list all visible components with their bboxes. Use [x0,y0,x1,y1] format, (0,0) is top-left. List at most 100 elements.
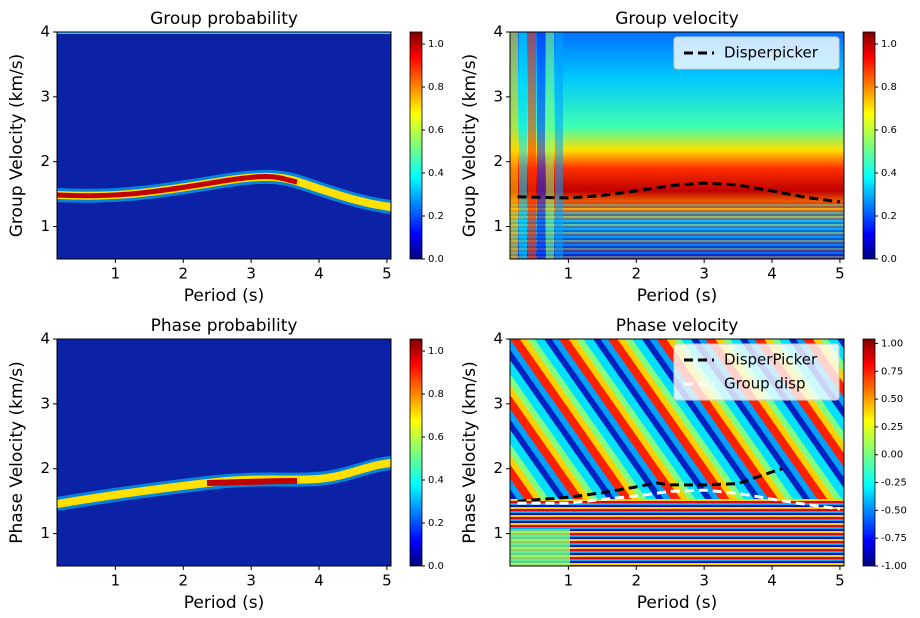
y-tick-label: 2 [40,459,50,477]
legend-box [673,343,840,401]
colorbar-tick-label: 0.2 [881,211,897,222]
colorbar-tick-label: 0.8 [428,82,444,93]
x-axis-label: Period (s) [184,286,265,306]
plot-frame [56,338,392,567]
x-tick-label: 4 [314,265,324,283]
y-axis-label: Group Velocity (km/s) [7,54,27,238]
y-tick-label: 1 [493,524,503,542]
y-axis-label: Phase Velocity (km/s) [7,361,27,544]
colorbar-tick-label: 1.00 [881,338,903,349]
series-line [517,488,841,511]
x-tick-label: 2 [631,265,641,283]
colorbar-tick-label: 1.0 [428,346,444,357]
x-tick-label: 4 [767,572,777,590]
y-axis-label: Group Velocity (km/s) [460,54,480,238]
colorbar-tick-label: -0.50 [881,505,907,516]
heatmap-noise [555,32,563,259]
x-axis-label: Period (s) [637,593,718,613]
x-tick-label: 2 [631,572,641,590]
colorbar-tick-label: 0.2 [428,211,444,222]
colorbar-tick-label: 0.4 [881,168,897,179]
y-tick-label: 4 [40,23,50,41]
colorbar-tick-label: 0.0 [428,254,444,265]
heatmap-noise [510,202,844,259]
y-tick-label: 2 [493,152,503,170]
y-tick-label: 3 [40,394,50,412]
y-tick-label: 1 [40,217,50,235]
legend-label: Disperpicker [724,44,819,62]
colorbar-tick-label: 0.0 [428,561,444,572]
x-axis-label: Period (s) [637,286,718,306]
y-tick-label: 4 [40,330,50,348]
heatmap-noise [519,32,527,259]
x-tick-label: 4 [767,265,777,283]
colorbar-tick-label: 1.0 [428,39,444,50]
heatmap-noise [537,32,545,259]
y-tick-label: 3 [40,87,50,105]
x-tick-label: 2 [178,572,188,590]
y-tick-label: 2 [493,459,503,477]
x-tick-label: 2 [178,265,188,283]
colorbar-tick-label: -0.75 [881,533,907,544]
x-tick-label: 5 [382,572,392,590]
heatmap-noise [510,32,518,259]
colorbar-tick-label: 0.0 [881,254,897,265]
colorbar-tick-label: 0.8 [881,82,897,93]
plot-frame [56,31,392,260]
legend-label: DisperPicker [724,351,818,369]
y-tick-label: 1 [40,524,50,542]
heatmap-ridge [206,478,298,486]
colorbar [862,31,876,260]
x-tick-label: 3 [699,572,709,590]
x-tick-label: 1 [564,572,574,590]
colorbar-tick-label: 1.0 [881,39,897,50]
series-line [517,467,783,503]
legend-label: Group disp [724,375,805,393]
y-tick-label: 1 [493,217,503,235]
x-tick-label: 5 [382,265,392,283]
plot-frame [509,31,845,260]
y-axis-label: Phase Velocity (km/s) [460,361,480,544]
colorbar-tick-label: 0.2 [428,518,444,529]
colorbar-tick-label: -1.00 [881,561,907,572]
heatmap [57,32,391,259]
x-tick-label: 4 [314,572,324,590]
x-tick-label: 5 [835,572,845,590]
heatmap-noise [546,32,554,259]
x-tick-label: 3 [246,265,256,283]
heatmap-bg [57,32,391,259]
chart-title: Phase probability [151,316,298,336]
colorbar-tick-label: 0.50 [881,394,903,405]
x-tick-label: 1 [111,265,121,283]
y-tick-label: 4 [493,330,503,348]
colorbar-tick-label: 0.6 [428,432,444,443]
heatmap-bg [57,339,391,566]
plot-frame [509,338,845,567]
y-tick-label: 3 [493,394,503,412]
x-tick-label: 1 [564,265,574,283]
heatmap-ridge [57,174,298,199]
chart-title: Phase velocity [616,316,739,336]
chart-title: Group velocity [615,9,739,29]
heatmap [57,339,391,566]
colorbar-tick-label: -0.25 [881,478,907,489]
heatmap-flat [510,529,570,566]
colorbar-tick-label: 0.6 [881,125,897,136]
y-tick-label: 3 [493,87,503,105]
colorbar-tick-label: 0.25 [881,422,903,433]
heatmap-edge [57,32,391,34]
colorbar [409,338,423,567]
chart-title: Group probability [150,9,298,29]
legend-box [673,36,840,70]
y-tick-label: 4 [493,23,503,41]
x-tick-label: 1 [111,572,121,590]
x-tick-label: 5 [835,265,845,283]
colorbar-tick-label: 0.00 [881,450,903,461]
series-line [517,181,841,204]
colorbar [862,338,876,567]
colorbar-tick-label: 0.8 [428,389,444,400]
colorbar-tick-label: 0.4 [428,475,444,486]
x-axis-label: Period (s) [184,593,265,613]
colorbar-tick-label: 0.4 [428,168,444,179]
